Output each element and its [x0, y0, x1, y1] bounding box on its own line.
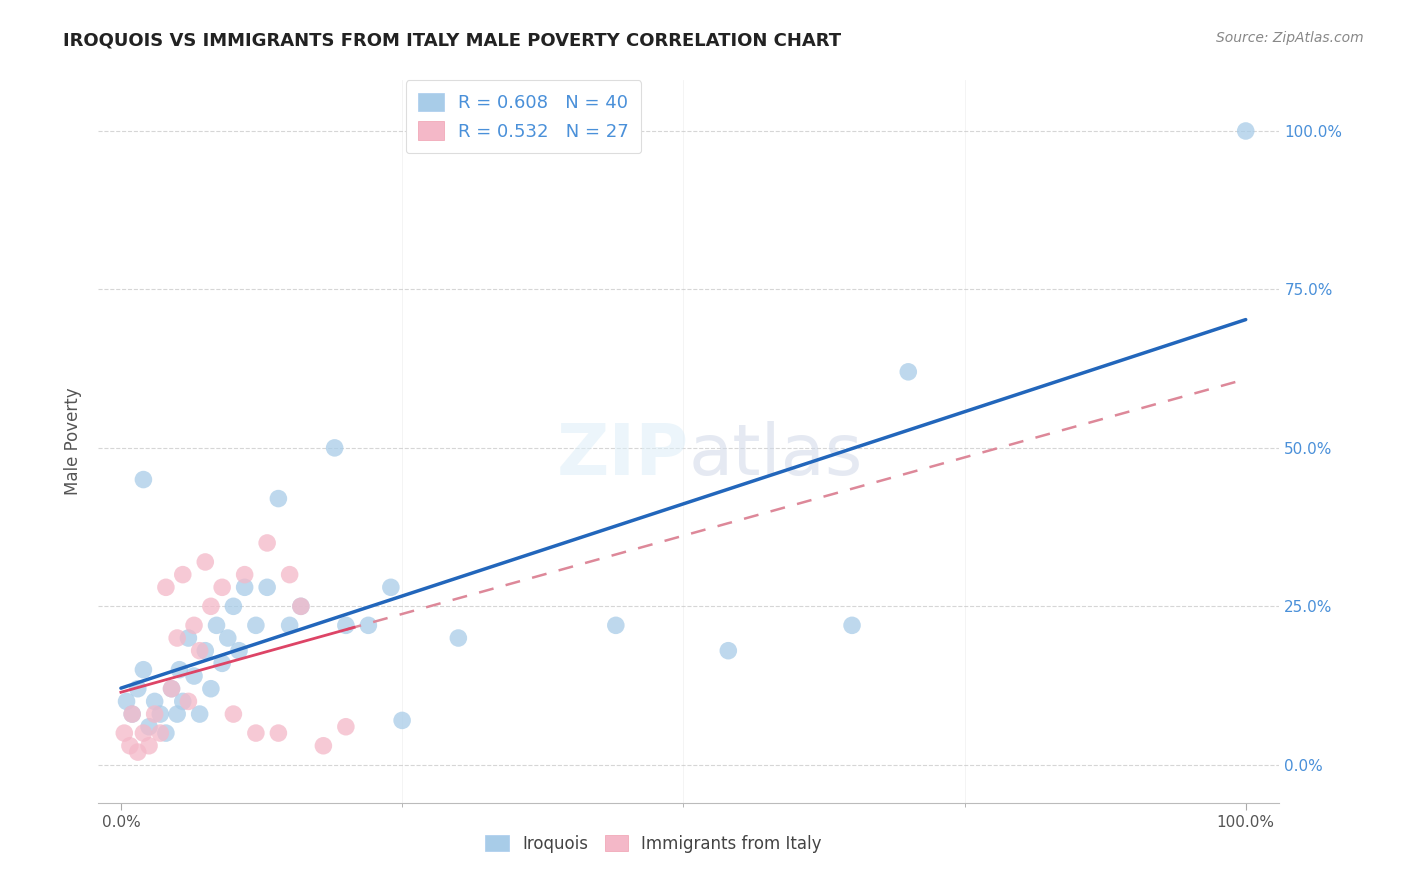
Point — [177, 631, 200, 645]
Point — [323, 441, 346, 455]
Point — [256, 536, 278, 550]
Point — [256, 580, 278, 594]
Point — [172, 694, 194, 708]
Point — [357, 618, 380, 632]
Point — [155, 580, 177, 594]
Point — [127, 745, 149, 759]
Point — [160, 681, 183, 696]
Point — [112, 726, 135, 740]
Point — [222, 599, 245, 614]
Point — [183, 618, 205, 632]
Point — [143, 707, 166, 722]
Point — [132, 663, 155, 677]
Point — [233, 580, 256, 594]
Point — [290, 599, 312, 614]
Point — [278, 618, 301, 632]
Point — [267, 491, 290, 506]
Point — [118, 739, 141, 753]
Point — [200, 599, 222, 614]
Point — [335, 618, 357, 632]
Point — [138, 739, 160, 753]
Text: ZIP: ZIP — [557, 422, 689, 491]
Text: Source: ZipAtlas.com: Source: ZipAtlas.com — [1216, 31, 1364, 45]
Point — [447, 631, 470, 645]
Point — [143, 694, 166, 708]
Point — [290, 599, 312, 614]
Point — [132, 726, 155, 740]
Point — [245, 726, 267, 740]
Point — [335, 720, 357, 734]
Point — [166, 631, 188, 645]
Point — [183, 669, 205, 683]
Point — [233, 567, 256, 582]
Point — [391, 714, 413, 728]
Point — [200, 681, 222, 696]
Point — [245, 618, 267, 632]
Text: IROQUOIS VS IMMIGRANTS FROM ITALY MALE POVERTY CORRELATION CHART: IROQUOIS VS IMMIGRANTS FROM ITALY MALE P… — [63, 31, 841, 49]
Point — [211, 657, 233, 671]
Point — [169, 663, 191, 677]
Point — [211, 580, 233, 594]
Point — [149, 707, 172, 722]
Point — [172, 567, 194, 582]
Point — [278, 567, 301, 582]
Point — [177, 694, 200, 708]
Legend: Iroquois, Immigrants from Italy: Iroquois, Immigrants from Italy — [478, 828, 828, 860]
Y-axis label: Male Poverty: Male Poverty — [65, 388, 83, 495]
Point — [267, 726, 290, 740]
Point — [841, 618, 863, 632]
Point — [121, 707, 143, 722]
Point — [132, 473, 155, 487]
Point — [228, 643, 250, 657]
Point — [222, 707, 245, 722]
Point — [717, 643, 740, 657]
Text: atlas: atlas — [689, 422, 863, 491]
Point — [188, 643, 211, 657]
Point — [380, 580, 402, 594]
Point — [205, 618, 228, 632]
Point — [166, 707, 188, 722]
Point — [155, 726, 177, 740]
Point — [194, 555, 217, 569]
Point — [605, 618, 627, 632]
Point — [160, 681, 183, 696]
Point — [1234, 124, 1257, 138]
Point — [138, 720, 160, 734]
Point — [115, 694, 138, 708]
Point — [194, 643, 217, 657]
Point — [149, 726, 172, 740]
Point — [217, 631, 239, 645]
Point — [121, 707, 143, 722]
Point — [897, 365, 920, 379]
Point — [188, 707, 211, 722]
Point — [312, 739, 335, 753]
Point — [127, 681, 149, 696]
